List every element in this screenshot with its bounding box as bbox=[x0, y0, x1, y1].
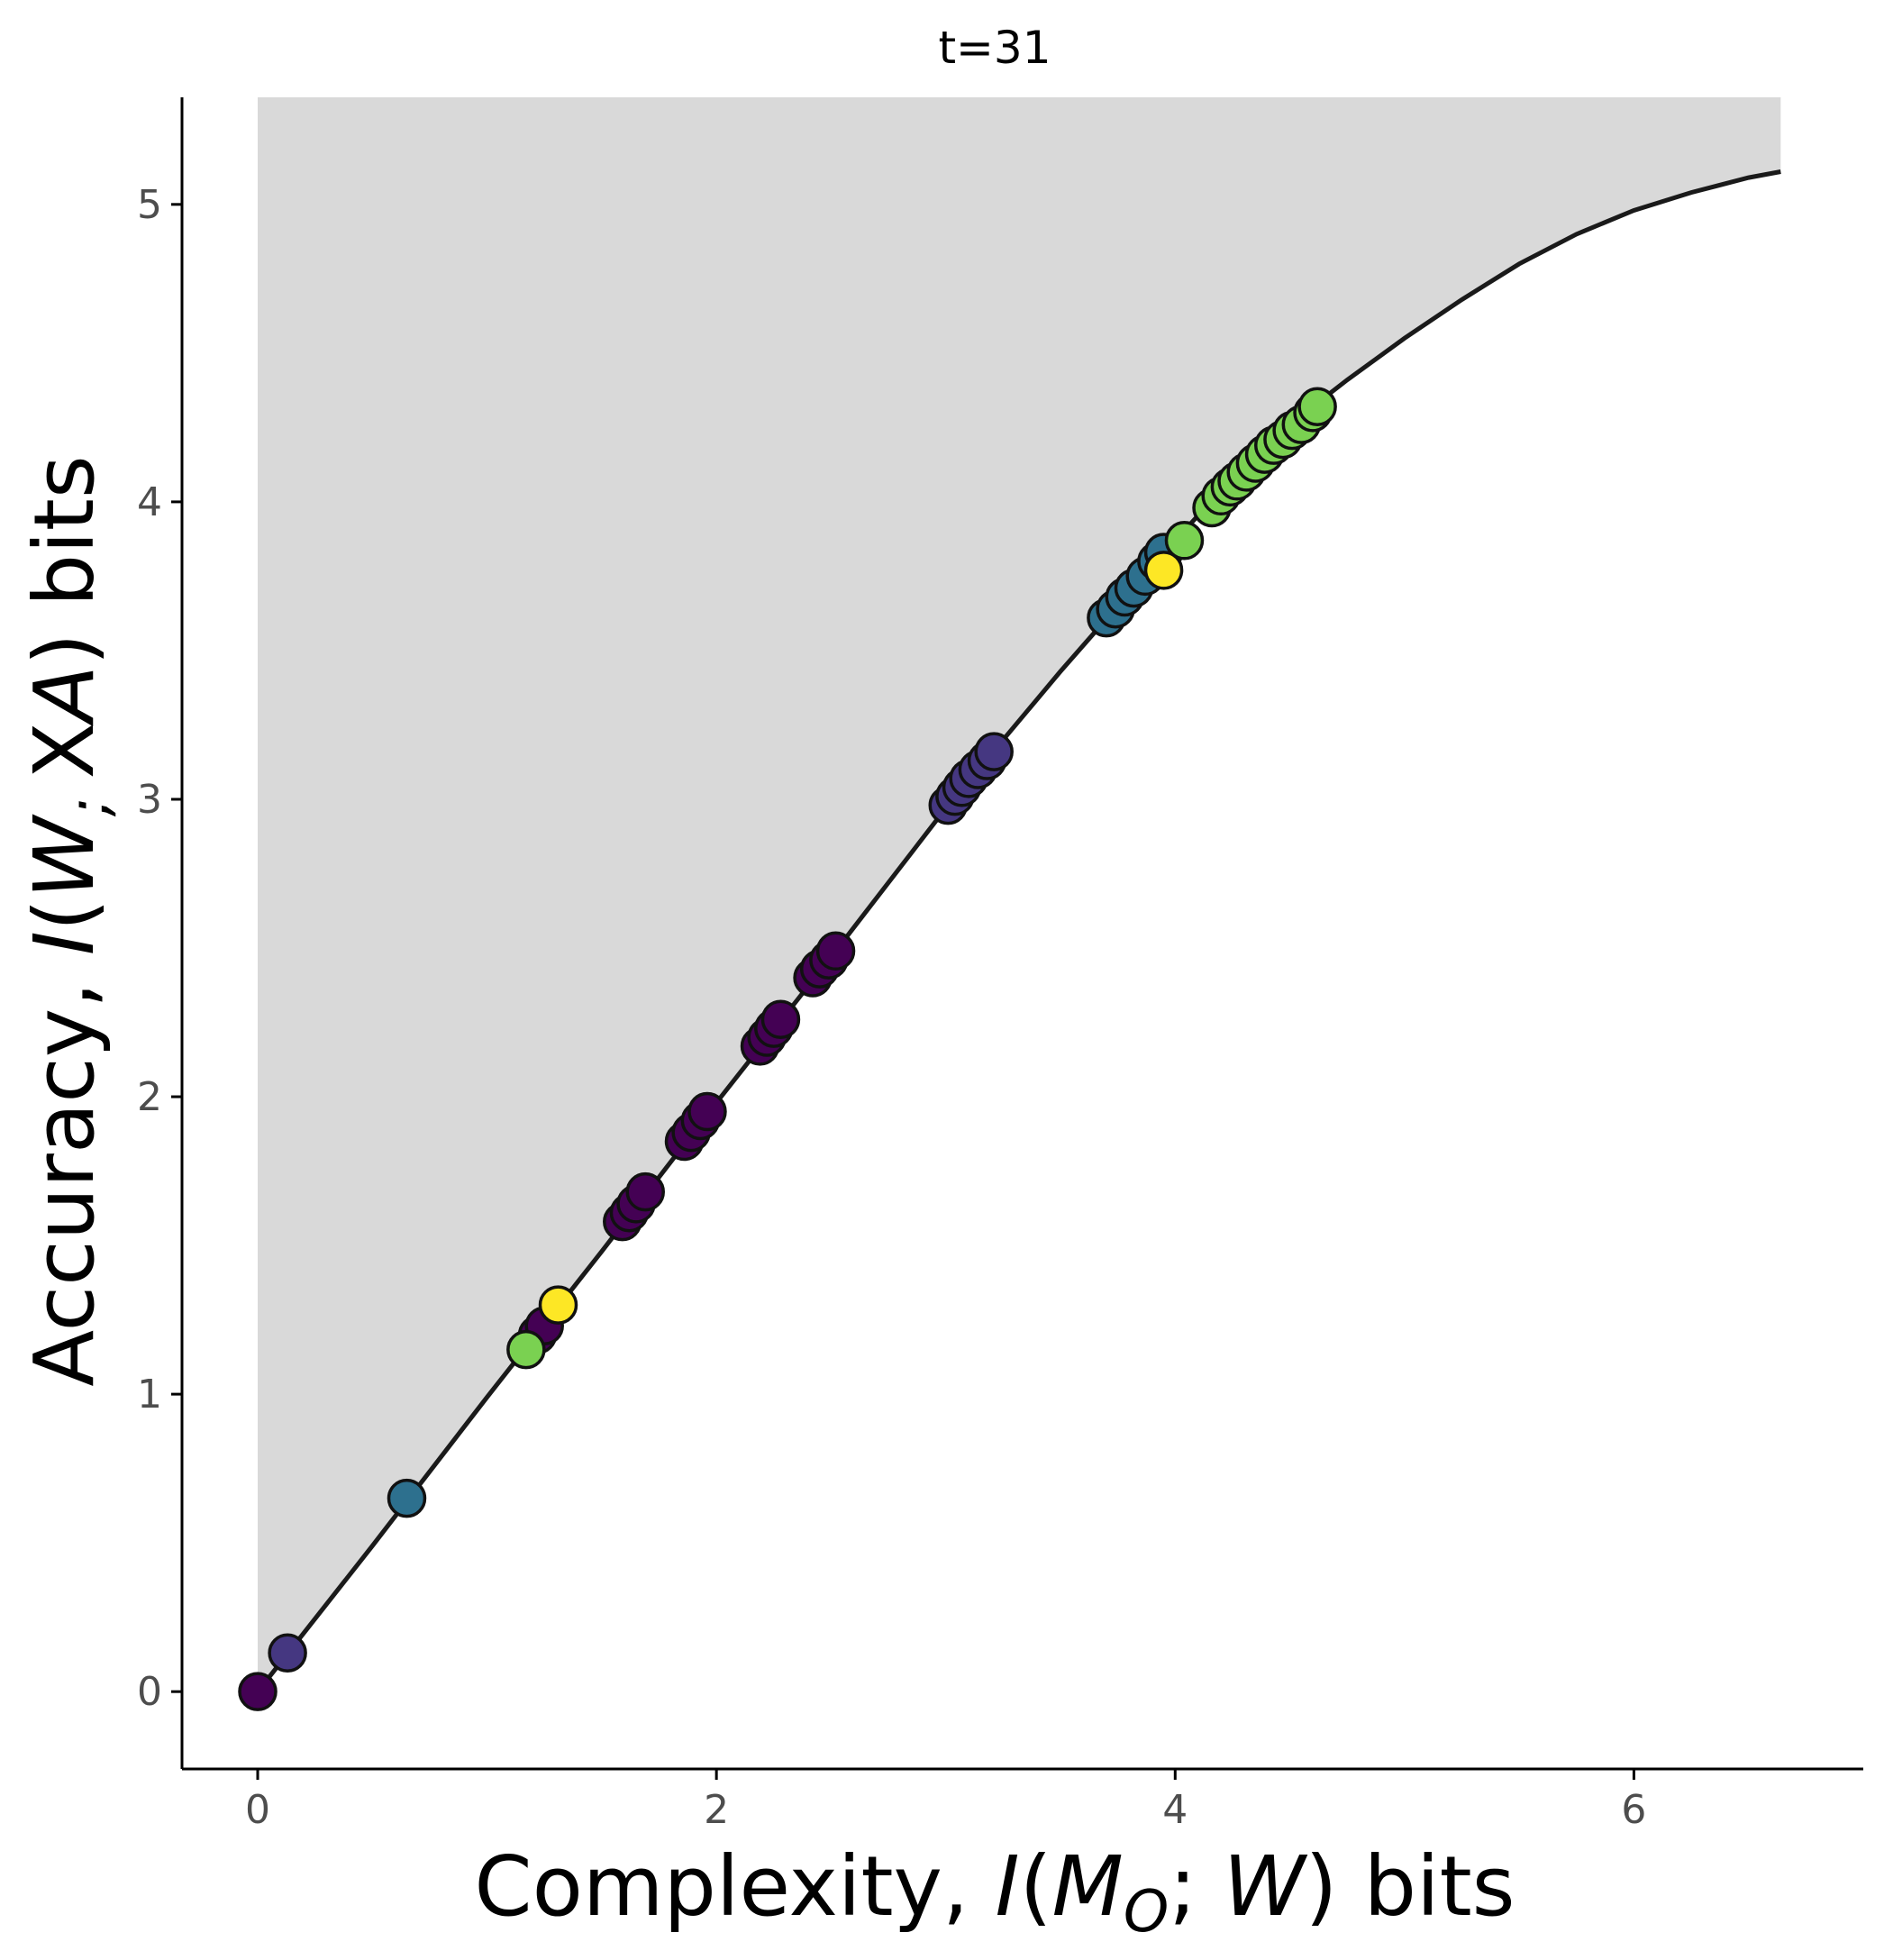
data-point bbox=[538, 1285, 578, 1325]
x-tick-label: 2 bbox=[704, 1787, 729, 1833]
data-point bbox=[1143, 551, 1184, 590]
plot-region bbox=[258, 97, 1781, 1692]
data-point bbox=[268, 1633, 307, 1673]
data-point bbox=[625, 1171, 665, 1212]
data-point bbox=[687, 1091, 727, 1132]
data-point bbox=[238, 1672, 278, 1711]
x-tick-label: 4 bbox=[1162, 1787, 1188, 1833]
x-axis-title: Complexity, I(MO; W) bits bbox=[474, 1838, 1515, 1946]
x-tick-label: 0 bbox=[245, 1787, 270, 1833]
data-point bbox=[1164, 521, 1205, 561]
y-tick-label: 0 bbox=[137, 1669, 162, 1715]
data-point bbox=[506, 1329, 546, 1370]
x-tick-label: 6 bbox=[1621, 1787, 1646, 1833]
y-tick-label: 3 bbox=[137, 777, 162, 823]
points-layer bbox=[238, 387, 1337, 1711]
data-point bbox=[387, 1478, 427, 1518]
axes-layer: 0 2 4 6 0 1 2 3 4 5 bbox=[137, 97, 1863, 1833]
y-tick-label: 5 bbox=[137, 182, 162, 228]
y-axis-title: Accuracy, I(W; XA) bits bbox=[16, 455, 123, 1387]
chart-title: t=31 bbox=[938, 22, 1051, 74]
y-tick-label: 4 bbox=[137, 479, 162, 525]
unattainable-region bbox=[258, 97, 1781, 1692]
data-point bbox=[815, 931, 856, 971]
data-point bbox=[1297, 387, 1337, 427]
y-tick-label: 2 bbox=[137, 1074, 162, 1120]
y-tick-label: 1 bbox=[137, 1372, 162, 1418]
data-point bbox=[760, 999, 801, 1039]
data-point bbox=[974, 732, 1014, 771]
